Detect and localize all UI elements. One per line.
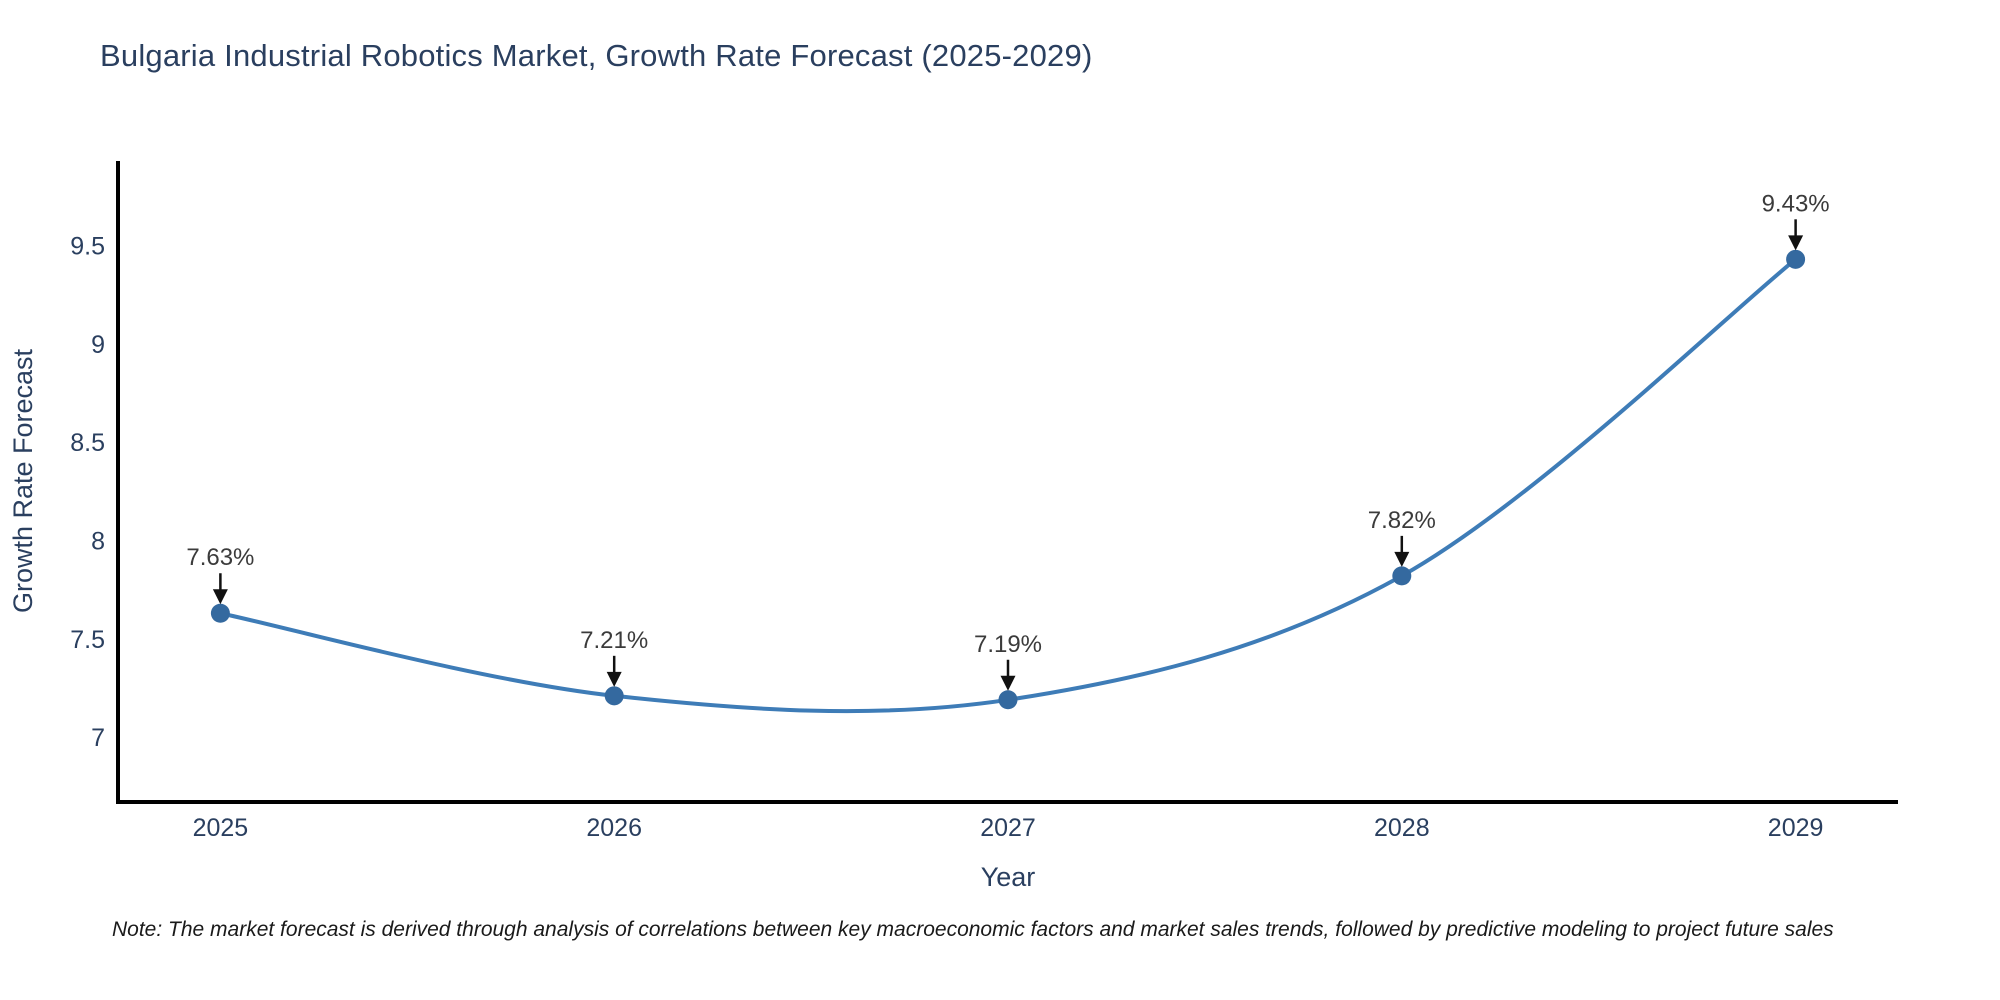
x-tick-label: 2027 — [980, 814, 1036, 842]
data-point-marker — [1786, 249, 1806, 269]
axes — [116, 161, 1898, 804]
annotation-arrowhead — [606, 671, 622, 687]
forecast-line — [218, 257, 1798, 714]
footnote-note: Note: The market forecast is derived thr… — [112, 918, 1834, 941]
data-point-marker — [210, 603, 230, 623]
y-tick-label: 7 — [91, 724, 105, 752]
annotation-arrowhead — [212, 589, 228, 605]
y-tick-label: 7.5 — [70, 626, 105, 654]
annotation-arrowhead — [1000, 675, 1016, 691]
point-value-label: 7.19% — [974, 631, 1042, 658]
y-tick-label: 9.5 — [70, 233, 105, 261]
data-point-marker — [1392, 566, 1412, 586]
data-point-marker — [604, 686, 624, 706]
chart-title: Bulgaria Industrial Robotics Market, Gro… — [100, 38, 1093, 73]
x-tick-label: 2025 — [193, 814, 249, 842]
annotation-arrowhead — [1394, 551, 1410, 567]
point-value-label: 7.63% — [186, 544, 254, 571]
series-line — [210, 249, 1806, 714]
point-annotations: 7.63% 7.21% 7.19% 7.82% 9.43% — [186, 190, 1830, 691]
point-value-label: 9.43% — [1762, 190, 1830, 217]
x-tick-label: 2029 — [1768, 814, 1824, 842]
annotation-arrowhead — [1788, 235, 1804, 251]
x-axis-title: Year — [981, 862, 1036, 892]
data-point-marker — [998, 690, 1018, 710]
y-tick-label: 9 — [91, 331, 105, 359]
x-tick-label: 2026 — [586, 814, 642, 842]
tick-labels: 7 7.5 8 8.5 9 9.5 2025 2026 2027 2028 2029 — [70, 233, 1823, 842]
point-value-label: 7.82% — [1368, 507, 1436, 534]
point-value-label: 7.21% — [580, 627, 648, 654]
y-tick-label: 8.5 — [70, 429, 105, 457]
x-tick-label: 2028 — [1374, 814, 1430, 842]
y-axis-title: Growth Rate Forecast — [8, 348, 38, 613]
y-tick-label: 8 — [91, 527, 105, 555]
